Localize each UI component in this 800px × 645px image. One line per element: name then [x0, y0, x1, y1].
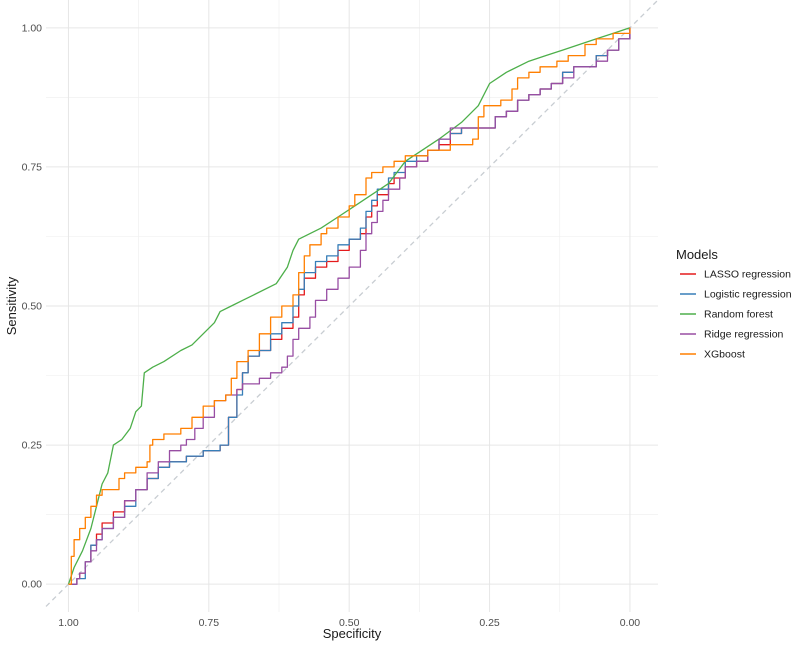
series-lines [67, 27, 631, 585]
legend-items: LASSO regression Logistic regression Rando… [680, 269, 792, 361]
series-line-ridge-regression [68, 27, 631, 585]
x-axis-title: Specificity [323, 626, 382, 641]
plot-panel [45, 0, 659, 612]
y-axis-ticks: 0.00 0.25 0.50 0.75 1.00 [22, 22, 43, 590]
series-line-random-forest [67, 27, 631, 585]
series-line-xgboost [68, 27, 631, 585]
x-tick-label: 0.25 [479, 617, 500, 629]
x-tick-label: 0.50 [339, 617, 360, 629]
y-axis-title: Sensitivity [4, 276, 19, 335]
legend-title: Models [676, 247, 718, 262]
reference-diagonal-line [45, 0, 659, 607]
legend-label-random-forest: Random forest [704, 309, 773, 321]
major-gridlines [46, 0, 658, 612]
legend-label-lasso-regression: LASSO regression [704, 269, 791, 281]
legend-label-logistic-regression: Logistic regression [704, 289, 792, 301]
y-tick-label: 0.25 [22, 440, 43, 452]
y-tick-label: 0.00 [22, 579, 43, 591]
x-axis-ticks: 1.00 0.75 0.50 0.25 0.00 [58, 617, 640, 629]
y-tick-label: 0.75 [22, 161, 43, 173]
x-tick-label: 0.00 [620, 617, 641, 629]
x-tick-label: 0.75 [199, 617, 220, 629]
legend: Models LASSO regression Logistic regressi… [676, 247, 792, 361]
legend-label-xgboost: XGboost [704, 349, 745, 361]
y-tick-label: 0.50 [22, 301, 43, 313]
legend-label-ridge-regression: Ridge regression [704, 329, 784, 341]
x-tick-label: 1.00 [58, 617, 79, 629]
y-tick-label: 1.00 [22, 22, 43, 34]
